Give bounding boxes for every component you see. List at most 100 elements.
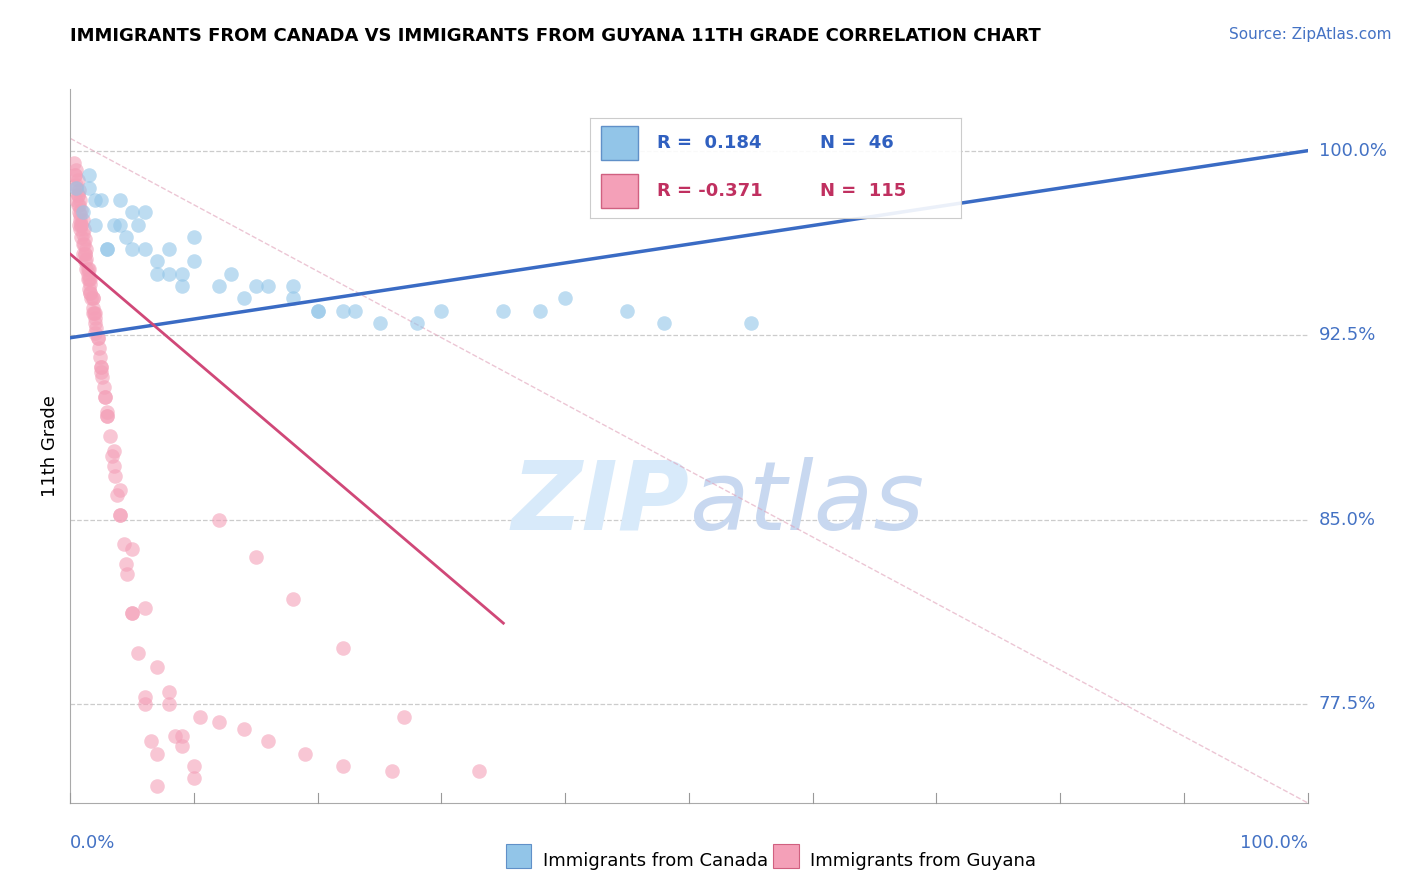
Point (77, 261, 100, 276)
Point (103, 444, 125, 458)
Point (103, 218, 125, 232)
Text: Source: ZipAtlas.com: Source: ZipAtlas.com (1229, 27, 1392, 42)
Point (219, 267, 242, 281)
Point (67, 198, 90, 212)
Point (208, 714, 231, 729)
FancyBboxPatch shape (602, 174, 638, 208)
Point (104, 468, 127, 483)
Point (108, 483, 131, 498)
Point (75, 247, 97, 261)
Point (67, 218, 90, 232)
Point (157, 242, 180, 256)
Point (98, 429, 121, 443)
Point (90, 360, 112, 375)
Point (146, 747, 169, 761)
Point (77, 271, 100, 285)
Point (121, 205, 143, 219)
Point (76, 261, 98, 276)
Point (170, 730, 193, 744)
Point (134, 242, 156, 256)
Point (69, 222, 91, 236)
Point (79, 286, 101, 301)
Point (121, 607, 143, 621)
Point (157, 267, 180, 281)
Point (96, 404, 118, 418)
Point (66, 188, 89, 202)
Point (183, 759, 205, 773)
Point (127, 646, 149, 660)
Point (84, 311, 107, 326)
Point (554, 291, 576, 305)
Point (67, 183, 90, 197)
Y-axis label: 11th Grade: 11th Grade (41, 395, 59, 497)
Point (75, 254, 97, 268)
Point (77, 169, 100, 183)
Point (368, 316, 391, 330)
Point (82, 291, 104, 305)
Point (108, 508, 131, 522)
Point (170, 279, 193, 293)
Point (183, 771, 205, 785)
Point (79, 277, 101, 291)
Point (208, 279, 231, 293)
Point (87, 341, 110, 355)
Point (76, 267, 98, 281)
Point (307, 303, 329, 318)
Point (105, 488, 128, 502)
Text: R = -0.371: R = -0.371 (657, 182, 762, 200)
Point (82, 306, 104, 320)
Point (332, 303, 354, 318)
Point (84, 316, 107, 330)
Point (157, 685, 180, 699)
Point (84, 326, 107, 340)
Point (307, 303, 329, 318)
Text: 0.0%: 0.0% (70, 834, 115, 852)
Point (245, 549, 267, 564)
Point (65, 169, 87, 183)
Point (134, 205, 156, 219)
Point (430, 303, 453, 318)
Point (394, 709, 416, 723)
Point (332, 640, 354, 655)
Point (115, 557, 138, 571)
Point (65, 169, 87, 183)
Point (146, 660, 169, 674)
Point (170, 267, 193, 281)
Point (165, 730, 187, 744)
Point (232, 722, 254, 736)
Point (65, 180, 87, 194)
Text: 85.0%: 85.0% (1319, 511, 1375, 529)
Point (146, 267, 169, 281)
Point (146, 254, 169, 268)
Point (139, 734, 162, 748)
Point (134, 601, 156, 615)
Point (115, 230, 138, 244)
Point (83, 306, 105, 320)
Text: Immigrants from Canada: Immigrants from Canada (543, 852, 768, 870)
Point (75, 232, 97, 246)
Point (257, 279, 280, 293)
Point (381, 764, 404, 778)
Point (112, 537, 135, 551)
Point (405, 316, 427, 330)
Point (82, 301, 104, 316)
Point (65, 180, 87, 194)
Point (69, 193, 91, 207)
Point (70, 218, 93, 232)
Point (134, 690, 156, 704)
Point (73, 222, 96, 236)
Point (65, 193, 87, 207)
Point (245, 279, 267, 293)
Text: R =  0.184: R = 0.184 (657, 134, 761, 152)
Point (65, 163, 87, 178)
Text: N =  115: N = 115 (820, 182, 907, 200)
Point (72, 237, 94, 252)
Point (66, 198, 89, 212)
Point (103, 458, 125, 473)
Point (86, 331, 108, 345)
Point (69, 212, 91, 227)
Point (75, 261, 97, 276)
Point (89, 351, 111, 365)
Text: 92.5%: 92.5% (1319, 326, 1376, 344)
Point (134, 698, 156, 712)
